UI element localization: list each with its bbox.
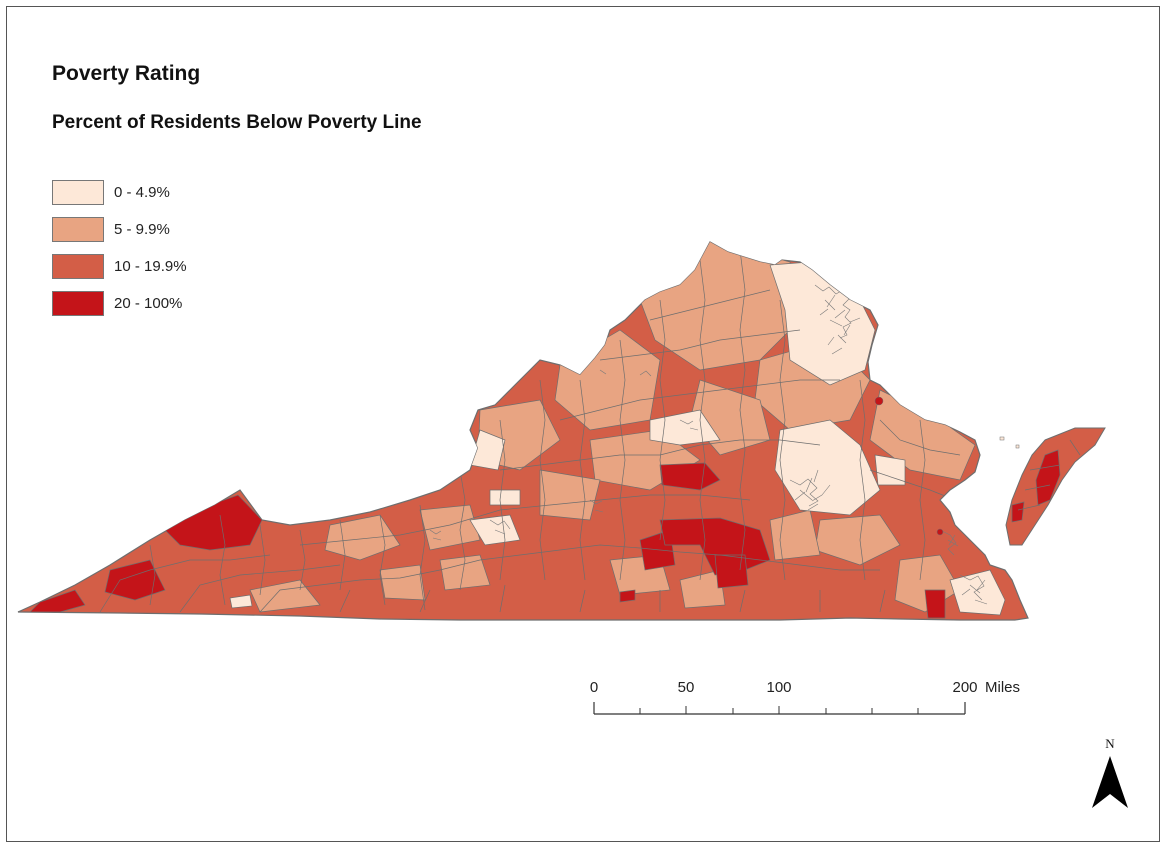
dense-urban-tracts (429, 284, 988, 605)
eastern-shore-high-poverty-south (1011, 501, 1025, 523)
north-arrow-icon (1092, 756, 1128, 808)
legend-label: 20 - 100% (114, 295, 183, 312)
scale-tick-100: 100 (766, 679, 791, 696)
island (999, 436, 1005, 441)
scale-unit: Miles (985, 679, 1020, 696)
legend-item: 20 - 100% (52, 291, 187, 316)
scale-bar: 0 50 100 200 Miles (590, 679, 1020, 715)
map-subtitle: Percent of Residents Below Poverty Line (52, 112, 422, 133)
scale-tick-200: 200 (952, 679, 977, 696)
legend-swatch (52, 254, 104, 279)
legend-item: 5 - 9.9% (52, 217, 187, 242)
eastern-shore-high-poverty (1035, 449, 1061, 506)
island (1015, 444, 1020, 449)
legend-swatch (52, 180, 104, 205)
map-title: Poverty Rating (52, 62, 201, 85)
north-arrow: N (1092, 736, 1128, 808)
scale-tick-50: 50 (678, 679, 695, 696)
tracts-5-9-9 (249, 242, 976, 613)
legend: 0 - 4.9% 5 - 9.9% 10 - 19.9% 20 - 100% (52, 180, 187, 328)
legend-swatch (52, 291, 104, 316)
legend-item: 10 - 19.9% (52, 254, 187, 279)
tracts-20-100 (29, 462, 946, 619)
small-tract-high-poverty (936, 528, 944, 536)
legend-item: 0 - 4.9% (52, 180, 187, 205)
legend-label: 5 - 9.9% (114, 221, 170, 238)
legend-swatch (52, 217, 104, 242)
census-tracts (29, 242, 1006, 619)
small-tract-high-poverty (874, 396, 884, 406)
legend-label: 0 - 4.9% (114, 184, 170, 201)
north-label: N (1105, 736, 1115, 751)
eastern-shore-boundaries (1017, 439, 1081, 511)
legend-label: 10 - 19.9% (114, 258, 187, 275)
scale-tick-0: 0 (590, 679, 598, 696)
tract-boundaries (99, 249, 961, 613)
